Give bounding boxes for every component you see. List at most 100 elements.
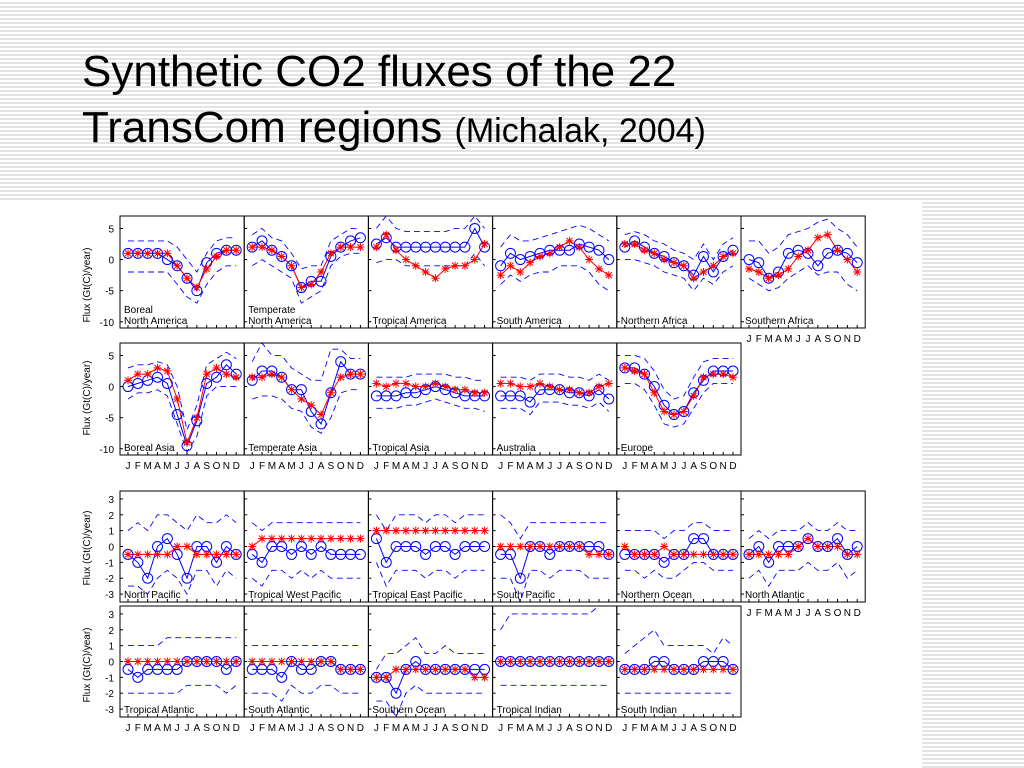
estimated-flux-point: [604, 271, 613, 280]
upper-bound-line: [500, 514, 609, 540]
estimated-flux-point: [709, 370, 718, 379]
lower-bound-line: [500, 265, 610, 292]
true-flux-point: [390, 390, 402, 402]
estimated-flux-point: [729, 249, 737, 258]
estimated-flux-point: [594, 550, 603, 559]
month-tick-label: O: [834, 334, 842, 345]
estimated-flux-point: [565, 385, 574, 394]
true-flux-point: [514, 572, 526, 584]
panel-tropical-atlantic: Tropical Atlantic 3 2 1 0 -1 -2 -3: [105, 605, 245, 718]
month-tick-label: S: [576, 723, 583, 734]
estimated-flux-point: [784, 264, 793, 273]
estimated-flux-point: [133, 249, 142, 258]
month-tick-label: A: [154, 723, 161, 734]
month-tick-label: D: [854, 608, 861, 619]
month-tick-label: A: [403, 461, 410, 472]
lower-bound-line: [748, 265, 858, 292]
lower-bound-line: [376, 398, 485, 412]
month-tick-label: N: [720, 461, 727, 472]
month-tick-label: A: [278, 461, 285, 472]
estimated-flux-point: [326, 249, 335, 258]
month-tick-label: A: [442, 461, 449, 472]
estimated-flux-point: [620, 665, 629, 674]
region-label: Southern Africa: [745, 316, 814, 327]
series-group: [495, 606, 615, 686]
y-axis-label: Flux (Gt(C)/year): [82, 361, 93, 436]
region-label: North Atlantic: [745, 590, 804, 601]
estimated-flux-point: [183, 438, 192, 447]
month-tick-label: F: [756, 608, 762, 619]
true-flux-point: [603, 548, 615, 560]
panel-boreal-asia: Boreal Asia 5 0 -5 -10: [100, 342, 245, 456]
panel-north-pacific: North Pacific 3 2 1 0 -1 -2 -3: [105, 490, 245, 603]
panel-south-indian: South Indian: [616, 605, 742, 718]
true-flux-point: [354, 232, 366, 244]
estimated-flux-point: [535, 379, 544, 388]
true-flux-point: [792, 541, 804, 552]
month-tick-label: D: [729, 461, 736, 472]
estimated-flux-point: [392, 526, 401, 535]
y-tick-label: 1: [108, 527, 114, 538]
month-tick-label: M: [144, 723, 152, 734]
month-tick-label: J: [423, 723, 428, 734]
estimated-flux-point: [153, 550, 162, 559]
estimated-flux-point: [372, 673, 381, 682]
month-tick-label: F: [383, 723, 389, 734]
true-flux-point: [390, 687, 402, 699]
slide-title: Synthetic CO2 fluxes of the 22 TransCom r…: [82, 44, 902, 159]
estimated-flux-point: [124, 376, 132, 385]
estimated-flux-point: [709, 261, 718, 270]
estimated-flux-point: [382, 526, 391, 535]
month-tick-label: J: [747, 334, 752, 345]
month-tick-label: O: [461, 461, 469, 472]
estimated-flux-point: [307, 280, 316, 289]
true-flux-point: [603, 656, 615, 667]
month-tick-label: A: [690, 723, 697, 734]
estimated-flux-point: [326, 657, 335, 666]
month-tick-label: M: [536, 461, 544, 472]
month-tick-label: A: [775, 608, 782, 619]
lower-bound-line: [500, 569, 609, 602]
panel-southern-ocean: Southern Ocean: [367, 605, 494, 718]
estimated-flux-point: [480, 526, 489, 535]
month-tick-label: M: [412, 723, 420, 734]
month-tick-label: A: [318, 723, 325, 734]
estimated-flux-point: [764, 550, 773, 559]
estimated-flux-point: [173, 261, 182, 270]
month-tick-label: N: [844, 608, 851, 619]
estimated-flux-point: [192, 283, 201, 292]
month-tick-label: A: [442, 723, 449, 734]
true-flux-point: [122, 548, 134, 560]
estimated-flux-point: [287, 534, 296, 543]
true-flux-point: [688, 663, 700, 675]
true-flux-point: [697, 250, 709, 262]
month-tick-label: D: [481, 723, 488, 734]
series-group: [743, 218, 863, 292]
y-tick-label: -2: [105, 689, 114, 700]
background-stripes-top: [0, 0, 1024, 200]
month-tick-label: M: [640, 461, 648, 472]
panel-southern-africa: Southern Africa: [740, 215, 866, 329]
estimated-flux-point: [212, 252, 221, 261]
month-tick-label: J: [622, 461, 627, 472]
month-tick-label: F: [632, 723, 638, 734]
true-flux-point: [743, 548, 755, 560]
month-tick-label: M: [268, 723, 276, 734]
estimated-flux-point: [173, 657, 182, 666]
estimated-flux-point: [630, 550, 639, 559]
estimated-flux-point: [679, 261, 688, 270]
true-flux-point: [152, 247, 164, 259]
estimated-flux-point: [823, 542, 832, 551]
estimated-flux-point: [620, 542, 629, 551]
region-label: Tropical West Pacific: [248, 590, 341, 601]
estimated-flux-point: [660, 542, 669, 551]
upper-bound-line: [128, 637, 237, 647]
upper-bound-line: [748, 522, 858, 540]
true-flux-line: [127, 364, 237, 448]
estimated-flux-point: [699, 665, 708, 674]
true-flux-point: [554, 384, 566, 396]
estimated-flux-point: [277, 373, 286, 382]
month-tick-label: A: [154, 461, 161, 472]
month-tick-label: J: [681, 461, 686, 472]
